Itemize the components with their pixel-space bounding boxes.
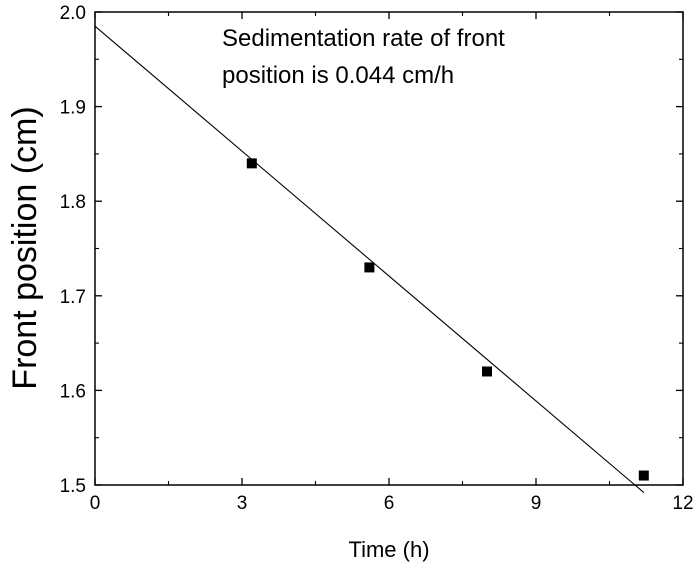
x-tick-label: 0 bbox=[90, 493, 101, 514]
y-tick-label: 1.9 bbox=[60, 98, 86, 119]
y-tick-label: 1.8 bbox=[60, 192, 86, 213]
y-tick-labels: 1.5 1.6 1.7 1.8 1.9 2.0 bbox=[60, 3, 86, 497]
x-tick-label: 6 bbox=[384, 493, 395, 514]
x-tick-label: 9 bbox=[531, 493, 542, 514]
x-tick-labels: 0 3 6 9 12 bbox=[90, 493, 694, 514]
data-point bbox=[482, 366, 492, 377]
y-axis-title: Front position (cm) bbox=[6, 106, 44, 389]
data-point bbox=[638, 470, 649, 481]
data-points bbox=[246, 158, 649, 481]
annotation-line-1: Sedimentation rate of front bbox=[222, 25, 505, 52]
data-point bbox=[364, 262, 375, 273]
x-tick-label: 3 bbox=[237, 493, 248, 514]
annotation-line-2: position is 0.044 cm/h bbox=[222, 62, 454, 89]
x-tick-label: 12 bbox=[672, 493, 693, 514]
y-tick-label: 1.7 bbox=[60, 287, 86, 308]
fit-line bbox=[94, 25, 645, 493]
data-point bbox=[246, 158, 257, 169]
y-tick-label: 2.0 bbox=[60, 3, 86, 24]
axis-ticks bbox=[94, 11, 684, 486]
x-axis-title: Time (h) bbox=[348, 537, 429, 562]
y-tick-label: 1.5 bbox=[60, 476, 86, 497]
fit-line-group bbox=[94, 25, 645, 493]
y-tick-label: 1.6 bbox=[60, 381, 86, 402]
